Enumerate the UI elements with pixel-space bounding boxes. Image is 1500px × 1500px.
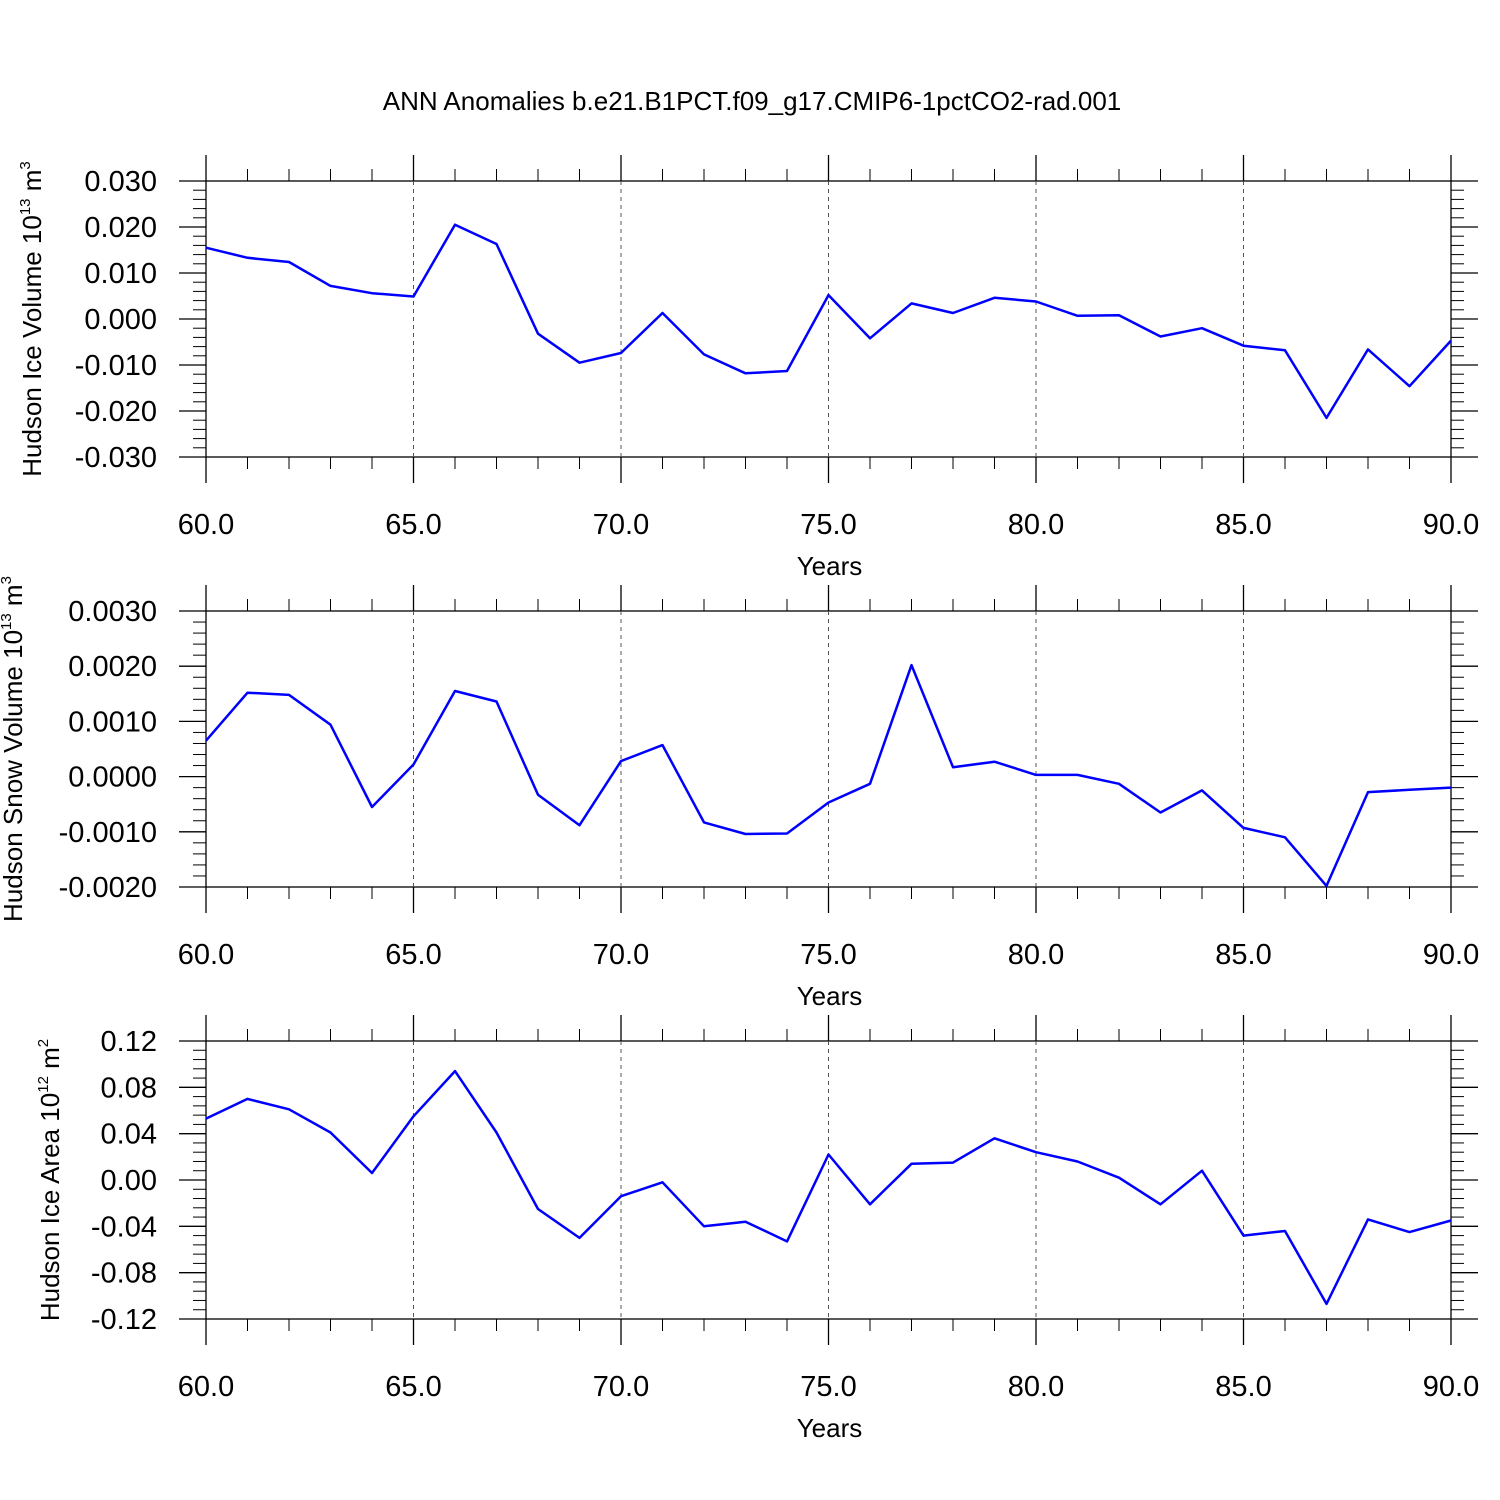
y-tick-label: 0.12 [101,1026,157,1058]
y-tick-label: -0.12 [91,1304,157,1336]
x-tick-label: 80.0 [1008,509,1064,541]
y-axis-label: Hudson Snow Volume 1013 m3 [0,576,28,922]
chart-panel-2: 60.0 65.0 70.0 75.0 80.0 85.0 90.0 -0.0020 -0.00… [0,576,1479,1011]
x-tick-label: 65.0 [385,939,441,971]
y-tick-label: 0.00 [101,1165,157,1197]
y-label-unit-exponent: 3 [17,161,34,169]
y-label-exponent: 13 [0,613,15,630]
series-line [205,223,1452,420]
y-label-text: Hudson Ice Volume 10 [17,215,47,477]
x-tick-label: 60.0 [178,939,234,971]
panels: 60.0 65.0 70.0 75.0 80.0 85.0 90.0 -0.030 -0.020… [0,155,1479,1443]
y-tick-label: 0.04 [101,1119,157,1151]
y-label-unit-exponent: 3 [0,576,15,584]
y-tick-label: 0.030 [84,166,157,198]
y-tick-label: 0.0010 [68,706,157,738]
y-tick-label: 0.0030 [68,596,157,628]
y-tick-label: -0.08 [91,1258,157,1290]
series-line [205,663,1452,888]
y-label-exponent: 13 [17,198,34,215]
x-tick-label: 80.0 [1008,1371,1064,1403]
x-tick-label: 70.0 [593,939,649,971]
x-tick-label: 60.0 [178,509,234,541]
x-axis-label: Years [797,1413,863,1443]
x-tick-label: 90.0 [1423,509,1479,541]
x-tick-label: 70.0 [593,509,649,541]
x-tick-label: 75.0 [800,1371,856,1403]
y-tick-label: -0.0010 [59,817,157,849]
y-label-unit: m [35,1047,65,1076]
figure-title: ANN Anomalies b.e21.B1PCT.f09_g17.CMIP6-… [383,86,1122,116]
y-tick-label: -0.020 [75,396,157,428]
y-tick-label: -0.04 [91,1211,157,1243]
y-label-text: Hudson Snow Volume 10 [0,630,28,922]
y-label-unit: m [17,170,47,199]
y-tick-label: 0.010 [84,258,157,290]
series-line [205,1069,1452,1306]
chart-panel-3: 60.0 65.0 70.0 75.0 80.0 85.0 90.0 -0.12 -0.08 -0… [35,1015,1479,1443]
y-label-unit-exponent: 2 [35,1039,52,1047]
y-label-exponent: 12 [35,1076,52,1093]
x-axis-label: Years [797,551,863,581]
x-tick-label: 75.0 [800,939,856,971]
x-axis-label: Years [797,981,863,1011]
x-tick-label: 85.0 [1215,509,1271,541]
x-tick-label: 70.0 [593,1371,649,1403]
x-tick-label: 85.0 [1215,1371,1271,1403]
y-tick-label: 0.000 [84,304,157,336]
y-label-unit: m [0,584,28,613]
x-tick-label: 60.0 [178,1371,234,1403]
x-tick-label: 65.0 [385,1371,441,1403]
x-tick-label: 80.0 [1008,939,1064,971]
y-tick-label: 0.08 [101,1072,157,1104]
y-tick-label: 0.020 [84,212,157,244]
y-axis-label: Hudson Ice Volume 1013 m3 [17,161,47,477]
y-tick-label: -0.010 [75,350,157,382]
x-tick-label: 90.0 [1423,1371,1479,1403]
x-tick-label: 65.0 [385,509,441,541]
y-tick-label: -0.030 [75,442,157,474]
y-axis-label: Hudson Ice Area 1012 m2 [35,1039,65,1321]
y-tick-label: -0.0020 [59,872,157,904]
chart-panel-1: 60.0 65.0 70.0 75.0 80.0 85.0 90.0 -0.030 -0.020… [17,155,1479,581]
x-tick-label: 75.0 [800,509,856,541]
y-tick-label: 0.0000 [68,762,157,794]
x-tick-label: 85.0 [1215,939,1271,971]
y-label-text: Hudson Ice Area 10 [35,1093,65,1321]
x-tick-label: 90.0 [1423,939,1479,971]
y-tick-label: 0.0020 [68,651,157,683]
